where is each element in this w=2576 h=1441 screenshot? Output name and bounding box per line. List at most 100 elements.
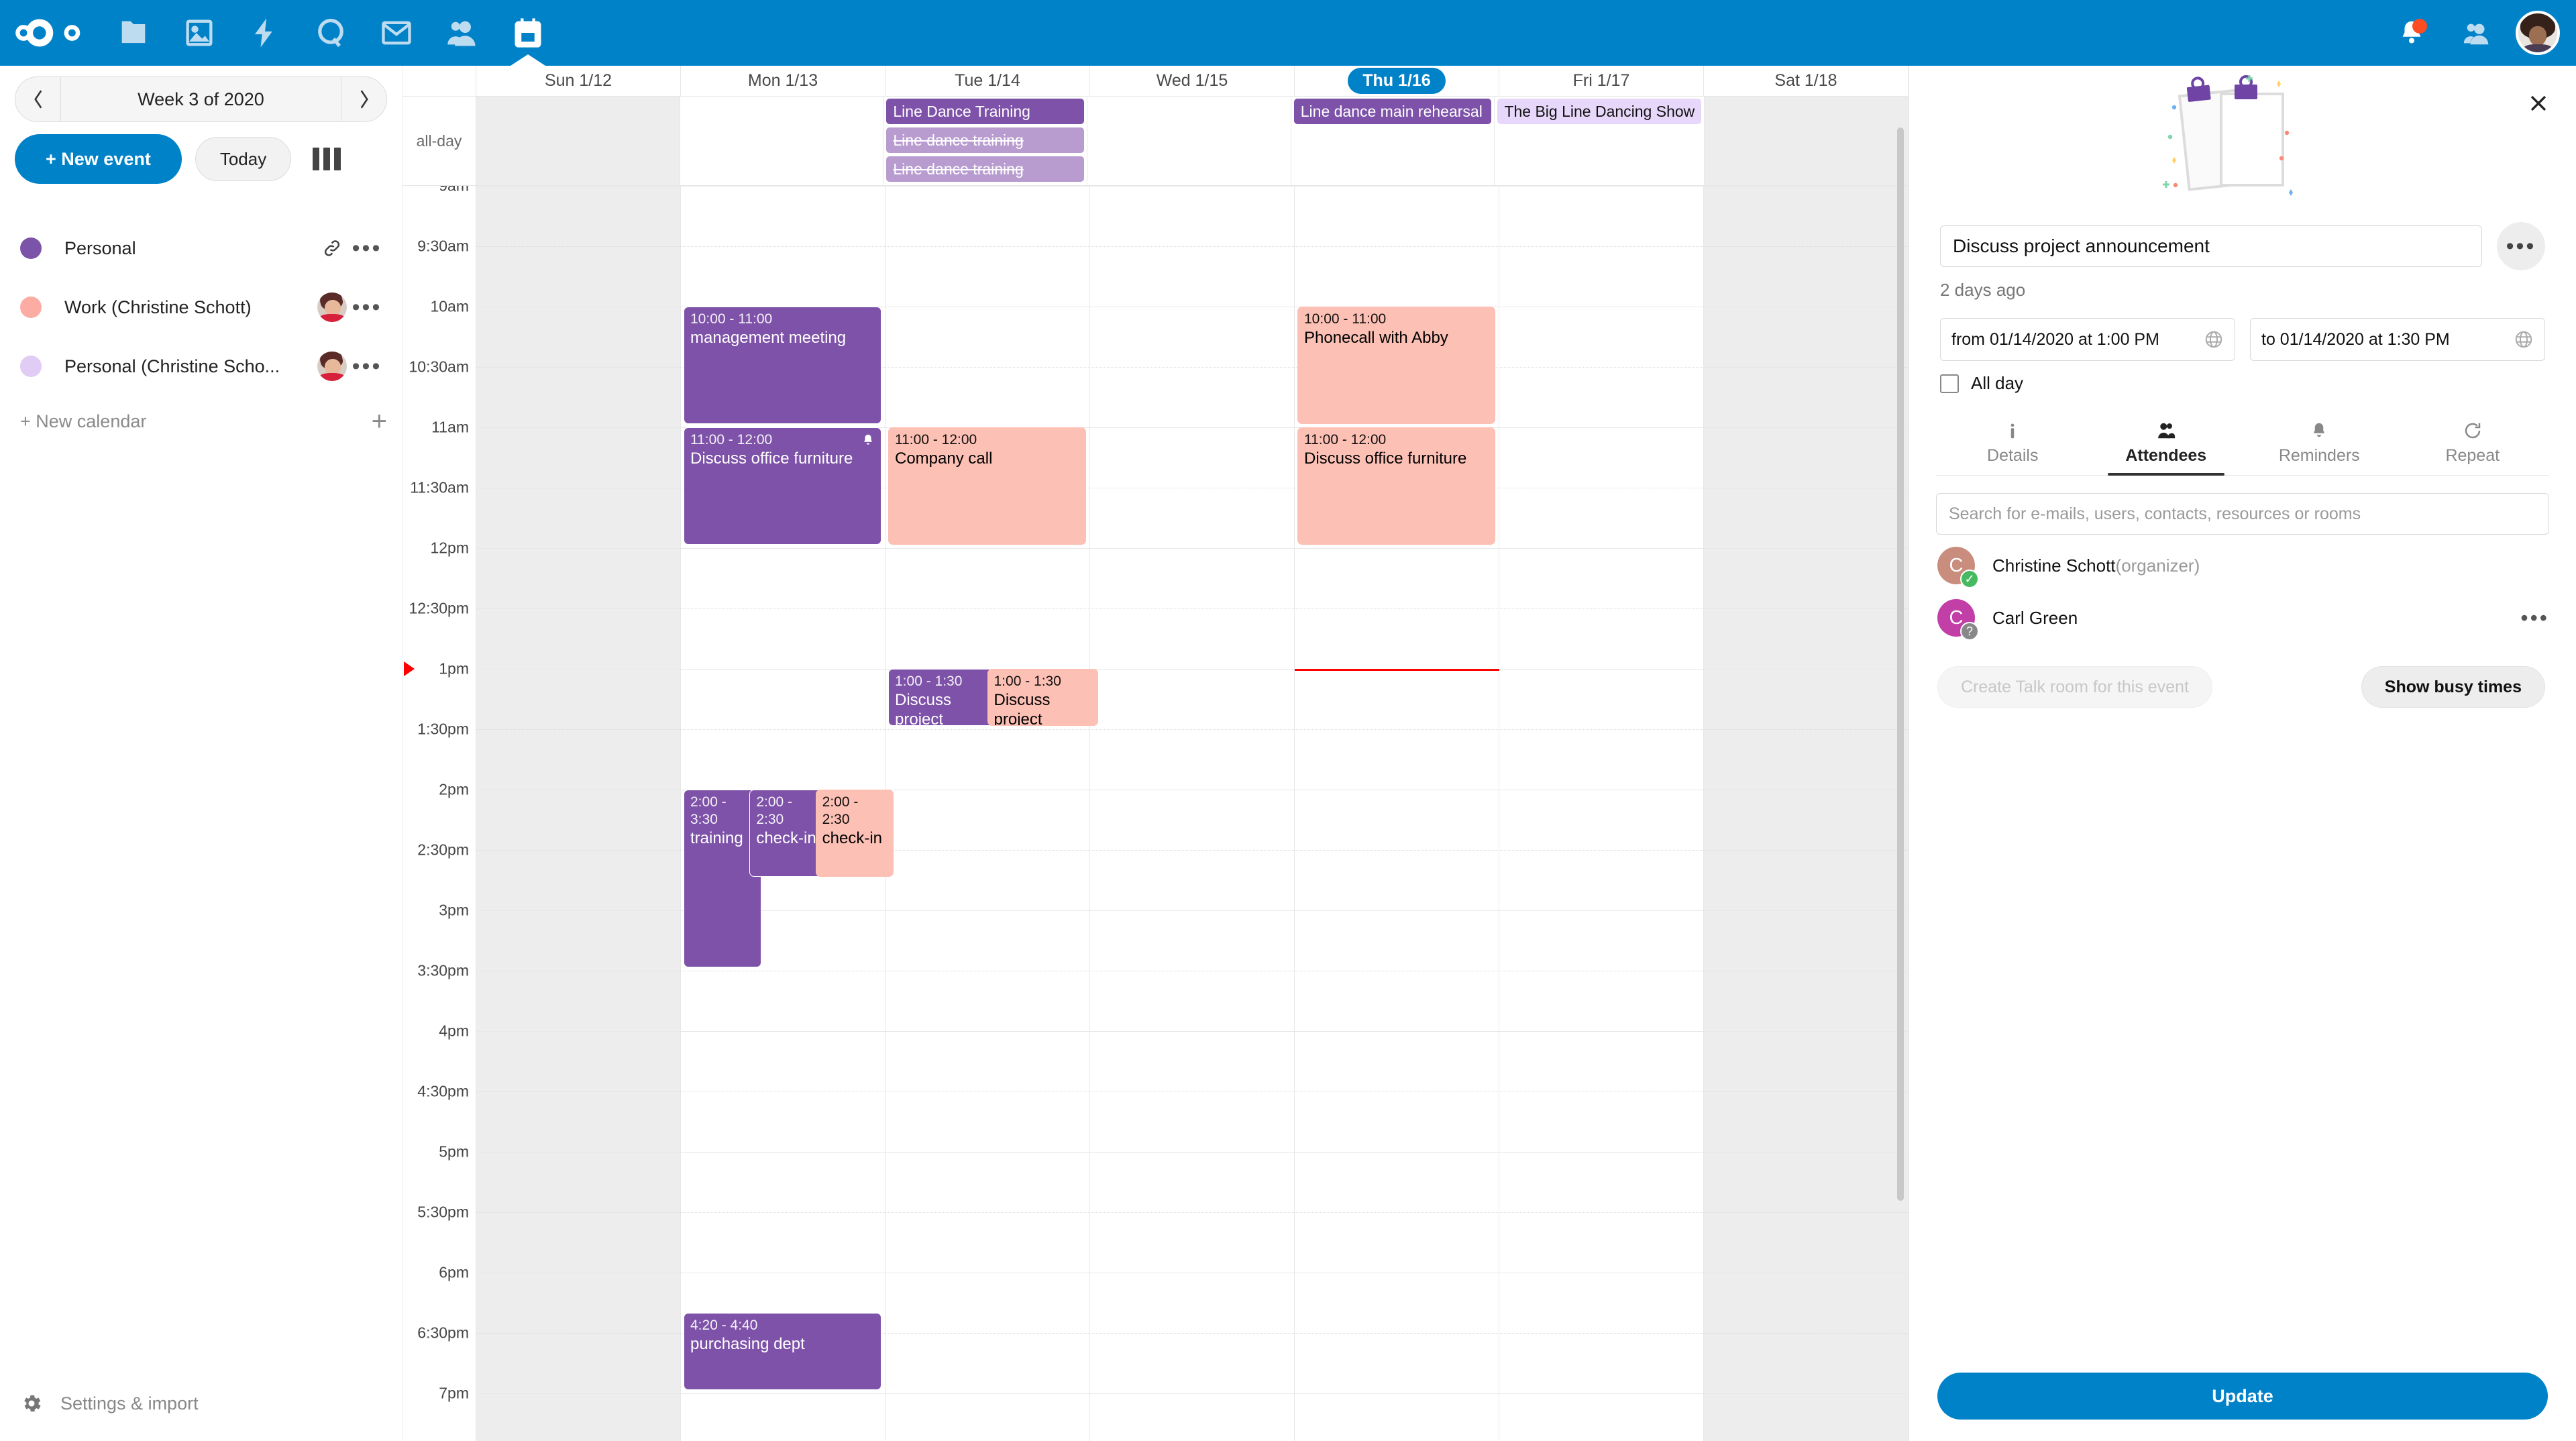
grid-line (476, 850, 1909, 851)
all-day-event[interactable]: Line dance training (886, 127, 1085, 153)
day-column-3[interactable] (1090, 186, 1295, 1441)
notifications-bell-icon[interactable] (2379, 0, 2445, 66)
all-day-column-6[interactable] (1705, 97, 1909, 185)
event-title-input[interactable] (1940, 225, 2482, 267)
day-header-0[interactable]: Sun 1/12 (476, 66, 681, 96)
calendar-event[interactable]: 10:00 - 11:00 management meeting (684, 307, 881, 424)
time-label: 9:30am (417, 237, 469, 255)
calendar-event[interactable]: 2:00 - 2:30 check-in (815, 790, 894, 877)
start-date-value: from 01/14/2020 at 1:00 PM (1951, 329, 2159, 349)
all-day-column-3[interactable] (1087, 97, 1291, 185)
create-talk-room-button[interactable]: Create Talk room for this event (1937, 666, 2212, 708)
attendee-menu-button[interactable]: ••• (2520, 606, 2549, 630)
all-day-column-5[interactable]: The Big Line Dancing Show (1495, 97, 1705, 185)
day-column-6[interactable] (1704, 186, 1909, 1441)
tab-repeat[interactable]: Repeat (2396, 413, 2550, 475)
all-day-event[interactable]: The Big Line Dancing Show (1497, 99, 1702, 124)
previous-week-button[interactable] (15, 77, 61, 121)
event-date-range: from 01/14/2020 at 1:00 PM to 01/14/2020… (1909, 301, 2576, 361)
attendee-row-carl-green[interactable]: C ? Carl Green ••• (1909, 587, 2576, 641)
all-day-event[interactable]: Line dance main rehearsal (1293, 99, 1492, 124)
new-calendar-button[interactable]: + New calendar + (0, 396, 402, 447)
today-button[interactable]: Today (195, 137, 292, 181)
week-label: Week 3 of 2020 (138, 89, 264, 109)
all-day-label: all-day (402, 97, 476, 185)
grid-line (476, 608, 1909, 609)
calendar-event[interactable]: 11:00 - 12:00 Discuss office furniture (1297, 427, 1495, 545)
calendar-event[interactable]: 4:20 - 4:40 purchasing dept (684, 1313, 881, 1390)
all-day-event[interactable]: Line Dance Training (886, 99, 1085, 124)
app-icon-contacts[interactable] (429, 0, 495, 66)
day-column-0[interactable] (476, 186, 681, 1441)
calendar-event[interactable]: 2:00 - 3:30 training (684, 790, 762, 967)
next-week-button[interactable] (341, 77, 386, 121)
settings-and-import-button[interactable]: Settings & import (0, 1385, 402, 1422)
calendar-vertical-scrollbar[interactable] (1897, 127, 1904, 1201)
close-icon[interactable] (2521, 86, 2556, 121)
all-day-column-0[interactable] (476, 97, 680, 185)
calendar-item-work-christine-schott[interactable]: Work (Christine Schott) ••• (0, 278, 402, 337)
time-label: 11am (431, 418, 469, 436)
user-avatar[interactable] (2516, 11, 2560, 55)
event-time: 11:00 - 12:00 (690, 432, 773, 447)
event-end-date-field[interactable]: to 01/14/2020 at 1:30 PM (2250, 318, 2545, 361)
tab-attendees[interactable]: Attendees (2090, 413, 2243, 476)
app-icon-talk[interactable] (298, 0, 364, 66)
calendar-color-dot (20, 297, 42, 318)
app-icon-activity[interactable] (232, 0, 298, 66)
attendee-search-input[interactable]: Search for e-mails, users, contacts, res… (1936, 493, 2549, 535)
attendee-name: Christine Schott(organizer) (1992, 555, 2200, 576)
day-column-5[interactable] (1499, 186, 1704, 1441)
all-day-column-2[interactable]: Line Dance Training Line dance training Li… (883, 97, 1088, 185)
app-icon-mail[interactable] (364, 0, 429, 66)
app-icon-calendar[interactable] (495, 0, 561, 66)
tab-details[interactable]: Details (1936, 413, 2090, 475)
calendar-event[interactable]: 11:00 - 12:00 Discuss office furniture (684, 427, 881, 545)
event-title: training (690, 829, 743, 847)
calendar-event[interactable]: 1:00 - 1:30 Discuss project (987, 669, 1098, 726)
day-column-4[interactable] (1295, 186, 1499, 1441)
time-grid-scroll-area[interactable]: 9am 9:30am 10am 10:30am 11am 11:30am 12pm 12:30… (402, 186, 1909, 1441)
day-column-2[interactable] (885, 186, 1090, 1441)
all-day-row: all-day Line Dance Training Line dance tr… (402, 97, 1909, 186)
tab-reminders[interactable]: Reminders (2243, 413, 2396, 475)
app-icon-photos[interactable] (166, 0, 232, 66)
all-day-column-4[interactable]: Line dance main rehearsal (1291, 97, 1495, 185)
event-title: Company call (895, 449, 993, 468)
calendar-menu-button[interactable]: ••• (352, 295, 382, 320)
event-more-actions-button[interactable]: ••• (2497, 222, 2545, 270)
all-day-checkbox[interactable] (1940, 374, 1959, 393)
event-start-date-field[interactable]: from 01/14/2020 at 1:00 PM (1940, 318, 2235, 361)
new-event-button[interactable]: + New event (15, 134, 182, 184)
show-busy-times-button[interactable]: Show busy times (2361, 666, 2545, 708)
calendar-event[interactable]: 11:00 - 12:00 Company call (888, 427, 1086, 545)
time-label: 9am (439, 186, 469, 195)
grid-line (476, 367, 1909, 368)
day-header-2[interactable]: Tue 1/14 (885, 66, 1090, 96)
time-label: 10:30am (409, 358, 469, 376)
calendar-event[interactable]: 2:00 - 2:30 check-in (749, 790, 828, 877)
attendee-row-organizer[interactable]: C ✓ Christine Schott(organizer) (1909, 535, 2576, 588)
update-event-button[interactable]: Update (1937, 1373, 2548, 1420)
view-toggle-button[interactable] (313, 148, 341, 170)
all-day-event[interactable]: Line dance training (886, 156, 1085, 182)
contacts-menu-icon[interactable] (2445, 0, 2510, 66)
day-header-3[interactable]: Wed 1/15 (1090, 66, 1295, 96)
calendar-item-personal-christine-schott[interactable]: Personal (Christine Scho... ••• (0, 337, 402, 396)
app-icon-files[interactable] (101, 0, 166, 66)
day-header-6[interactable]: Sat 1/18 (1704, 66, 1909, 96)
event-title: check-in (822, 829, 883, 847)
nextcloud-logo-icon[interactable] (0, 0, 101, 66)
calendar-menu-button[interactable]: ••• (352, 354, 382, 379)
calendar-event[interactable]: 1:00 - 1:30 Discuss project announcement (888, 669, 1000, 726)
share-link-icon[interactable] (317, 238, 347, 258)
day-header-4[interactable]: Thu 1/16 (1295, 66, 1499, 96)
calendar-event[interactable]: 10:00 - 11:00 Phonecall with Abby (1297, 307, 1495, 424)
time-label: 3:30pm (417, 961, 469, 979)
all-day-column-1[interactable] (680, 97, 884, 185)
calendar-menu-button[interactable]: ••• (352, 235, 382, 261)
day-header-5[interactable]: Fri 1/17 (1499, 66, 1704, 96)
day-header-1[interactable]: Mon 1/13 (681, 66, 885, 96)
calendar-owner-avatar (317, 292, 347, 322)
calendar-item-personal[interactable]: Personal ••• (0, 219, 402, 278)
